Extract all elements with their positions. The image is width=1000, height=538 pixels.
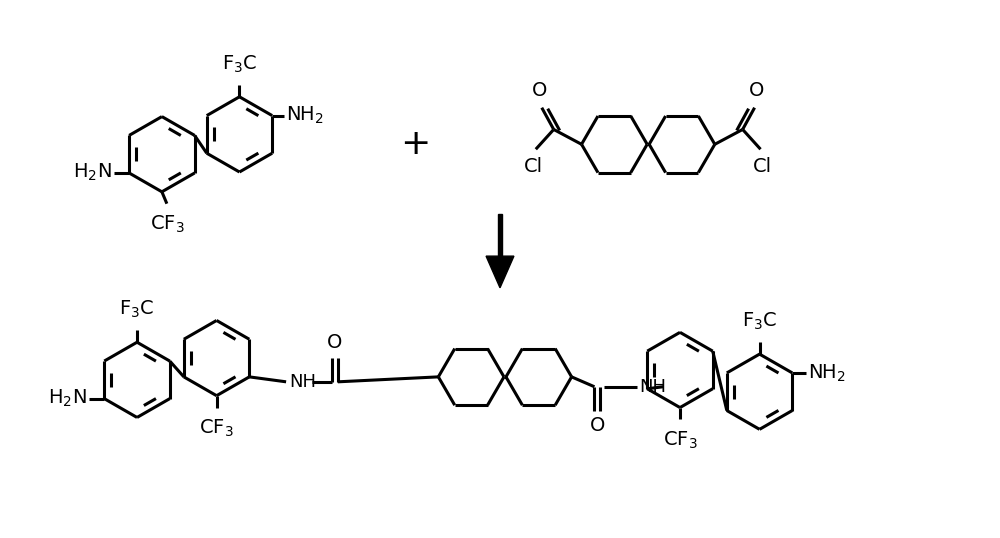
Text: O: O: [749, 81, 764, 100]
Polygon shape: [498, 214, 502, 256]
Text: O: O: [590, 416, 605, 435]
Text: Cl: Cl: [753, 157, 772, 176]
Text: NH$_2$: NH$_2$: [808, 362, 846, 384]
Polygon shape: [486, 256, 514, 288]
Text: O: O: [532, 81, 547, 100]
Text: H$_2$N: H$_2$N: [48, 388, 86, 409]
Text: H$_2$N: H$_2$N: [73, 161, 111, 183]
Text: NH$_2$: NH$_2$: [286, 105, 324, 126]
Text: Cl: Cl: [524, 157, 543, 176]
Text: NH: NH: [289, 373, 316, 391]
Text: F$_3$C: F$_3$C: [742, 311, 777, 332]
Text: F$_3$C: F$_3$C: [222, 54, 257, 75]
Text: +: +: [400, 128, 431, 161]
Text: O: O: [327, 333, 343, 352]
Text: CF$_3$: CF$_3$: [150, 214, 184, 235]
Text: CF$_3$: CF$_3$: [663, 429, 697, 451]
Text: CF$_3$: CF$_3$: [199, 417, 234, 439]
Text: NH: NH: [639, 378, 666, 396]
Text: F$_3$C: F$_3$C: [119, 299, 155, 321]
